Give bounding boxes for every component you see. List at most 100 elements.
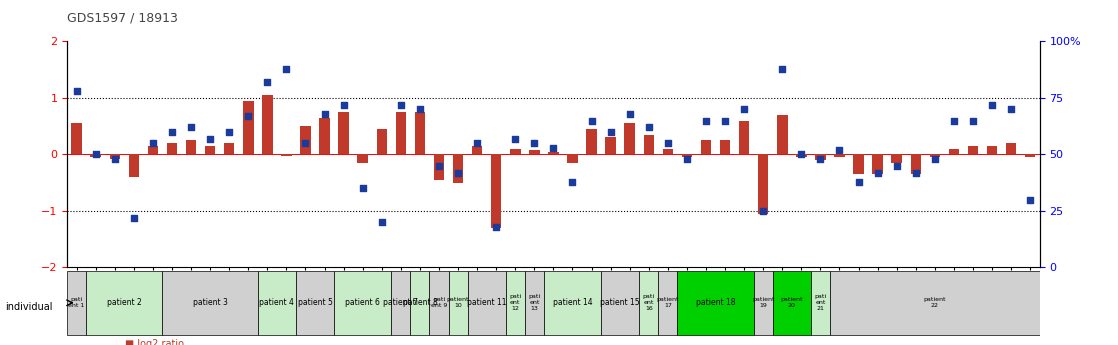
- Bar: [548, 151, 559, 155]
- Point: [220, 129, 238, 135]
- Bar: [91, 155, 101, 157]
- Point: [506, 136, 524, 141]
- FancyBboxPatch shape: [391, 271, 410, 335]
- Bar: [262, 95, 273, 155]
- Bar: [281, 155, 292, 156]
- Point: [68, 88, 86, 94]
- Point: [372, 219, 390, 225]
- Point: [639, 125, 657, 130]
- Point: [850, 179, 868, 184]
- Bar: [301, 126, 311, 155]
- Point: [144, 140, 162, 146]
- Bar: [777, 115, 787, 155]
- Bar: [415, 112, 425, 155]
- Text: patient 15: patient 15: [600, 298, 639, 307]
- Text: pati
ent
21: pati ent 21: [814, 295, 826, 311]
- Text: patient
17: patient 17: [656, 297, 679, 308]
- Bar: [148, 146, 158, 155]
- Point: [106, 156, 124, 162]
- Point: [869, 170, 887, 175]
- Point: [907, 170, 925, 175]
- Point: [774, 66, 792, 71]
- FancyBboxPatch shape: [467, 271, 505, 335]
- Bar: [377, 129, 387, 155]
- Text: patient 2: patient 2: [107, 298, 142, 307]
- Bar: [129, 155, 139, 177]
- Bar: [186, 140, 197, 155]
- FancyBboxPatch shape: [505, 271, 524, 335]
- Point: [1002, 107, 1020, 112]
- Bar: [510, 149, 521, 155]
- Bar: [720, 140, 730, 155]
- Text: pati
ent
13: pati ent 13: [529, 295, 540, 311]
- Point: [201, 136, 219, 141]
- Bar: [987, 146, 997, 155]
- Point: [87, 152, 105, 157]
- Point: [353, 186, 371, 191]
- FancyBboxPatch shape: [296, 271, 334, 335]
- Point: [812, 156, 830, 162]
- Point: [315, 111, 333, 117]
- Bar: [910, 155, 921, 174]
- Bar: [1006, 143, 1016, 155]
- Point: [258, 79, 276, 85]
- Bar: [453, 155, 463, 183]
- Point: [697, 118, 714, 123]
- FancyBboxPatch shape: [754, 271, 773, 335]
- Point: [793, 152, 811, 157]
- Bar: [529, 150, 540, 155]
- Text: pati
ent
16: pati ent 16: [643, 295, 655, 311]
- Point: [620, 111, 638, 117]
- Point: [983, 102, 1001, 107]
- FancyBboxPatch shape: [811, 271, 830, 335]
- Bar: [758, 155, 768, 214]
- Point: [182, 125, 200, 130]
- Bar: [625, 124, 635, 155]
- Text: pati
ent 1: pati ent 1: [68, 297, 85, 308]
- Bar: [224, 143, 235, 155]
- FancyBboxPatch shape: [601, 271, 639, 335]
- FancyBboxPatch shape: [524, 271, 543, 335]
- Text: pati
ent
12: pati ent 12: [509, 295, 521, 311]
- Point: [277, 66, 295, 71]
- FancyBboxPatch shape: [258, 271, 296, 335]
- Text: patient 6: patient 6: [345, 298, 380, 307]
- Point: [964, 118, 982, 123]
- Point: [487, 224, 505, 229]
- Bar: [72, 124, 82, 155]
- Point: [544, 145, 562, 150]
- Bar: [682, 155, 692, 157]
- Bar: [891, 155, 902, 163]
- Bar: [644, 135, 654, 155]
- Text: GDS1597 / 18913: GDS1597 / 18913: [67, 11, 178, 24]
- Point: [945, 118, 963, 123]
- Point: [334, 102, 352, 107]
- Point: [449, 170, 467, 175]
- Bar: [358, 155, 368, 163]
- Text: patient
19: patient 19: [752, 297, 775, 308]
- Text: patient
10: patient 10: [447, 297, 470, 308]
- Bar: [472, 146, 482, 155]
- Bar: [491, 155, 502, 228]
- FancyBboxPatch shape: [659, 271, 678, 335]
- Bar: [834, 155, 845, 157]
- Point: [678, 156, 695, 162]
- FancyBboxPatch shape: [543, 271, 601, 335]
- Point: [163, 129, 181, 135]
- Bar: [567, 155, 578, 163]
- FancyBboxPatch shape: [162, 271, 258, 335]
- Bar: [815, 155, 826, 160]
- FancyBboxPatch shape: [678, 271, 754, 335]
- Text: patient 3: patient 3: [192, 298, 228, 307]
- FancyBboxPatch shape: [830, 271, 1040, 335]
- Point: [926, 156, 944, 162]
- Point: [755, 208, 773, 214]
- Bar: [929, 155, 940, 157]
- Bar: [396, 112, 406, 155]
- Bar: [872, 155, 883, 174]
- Bar: [339, 112, 349, 155]
- Bar: [605, 137, 616, 155]
- Point: [1021, 197, 1039, 203]
- Point: [831, 147, 849, 153]
- Text: patient
20: patient 20: [780, 297, 803, 308]
